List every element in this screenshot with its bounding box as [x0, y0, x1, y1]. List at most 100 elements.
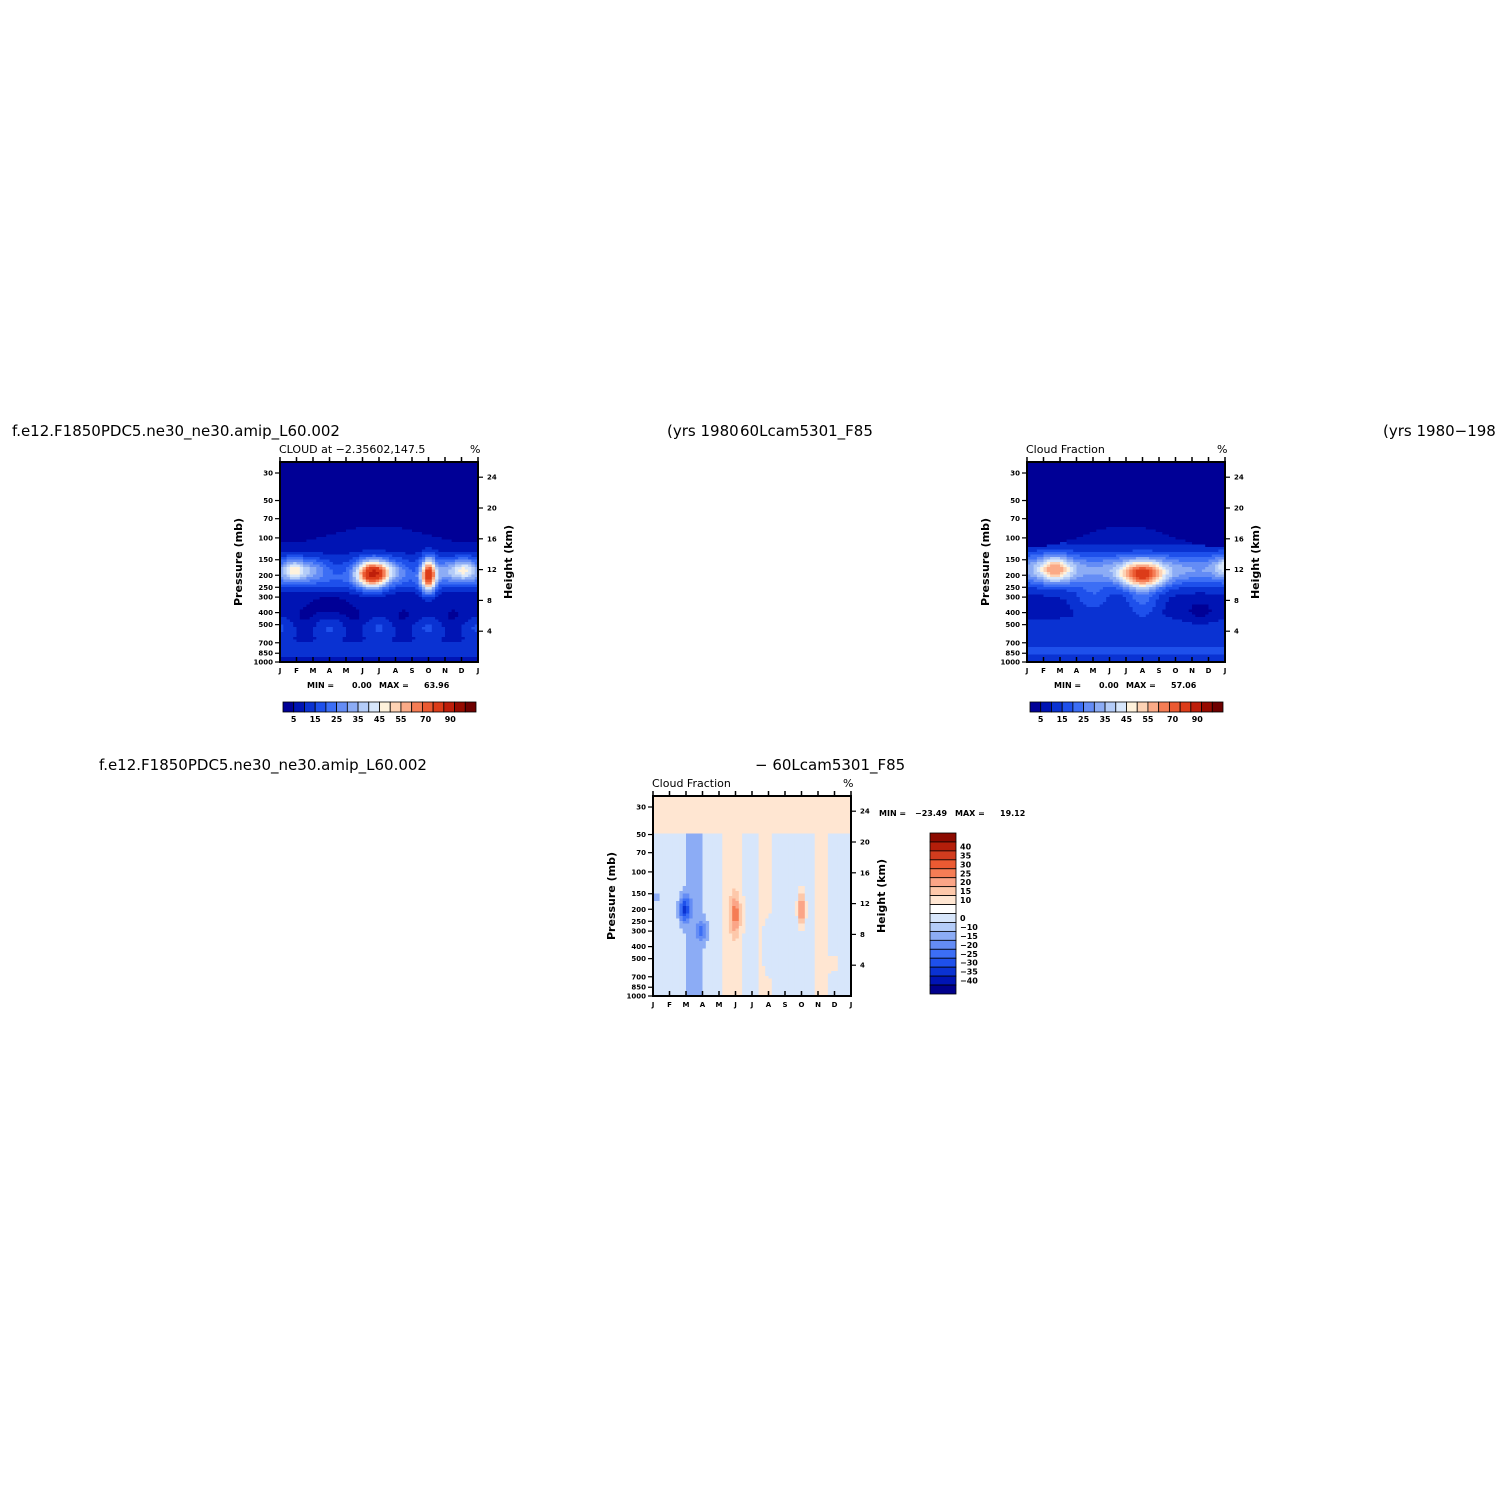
panel1-cell [352, 524, 357, 528]
panel1-cell [379, 567, 383, 571]
panel1-cell [454, 574, 459, 578]
panel1-cell [316, 544, 321, 548]
panel1-cell [375, 474, 380, 478]
panel1-cell [339, 494, 344, 498]
panel1-cell [280, 542, 284, 546]
panel1-cell [369, 564, 373, 568]
panel1-cell [349, 517, 354, 521]
panel1-cell [448, 572, 453, 576]
panel1-cell [438, 587, 443, 591]
panel1-cell [408, 472, 413, 476]
panel1-cell [329, 464, 334, 468]
panel1-cell [306, 532, 311, 536]
panel1-cell [392, 562, 397, 566]
panel1-cell [464, 492, 469, 496]
panel1-cell [441, 479, 446, 483]
panel1-cell [299, 472, 304, 476]
panel1-cell [421, 544, 426, 548]
panel1-cell [458, 589, 463, 593]
panel1-cell [369, 569, 373, 573]
panel1-cell [352, 487, 357, 491]
panel1-cell [431, 534, 436, 538]
panel1-cell [329, 479, 334, 483]
panel1-cell [293, 544, 298, 548]
panel1-cell [326, 527, 331, 531]
panel1-cell [412, 524, 416, 528]
panel1-cell [431, 477, 436, 481]
panel1-cell [372, 472, 377, 476]
panel1-cell [326, 579, 331, 583]
panel1-cell [346, 502, 350, 506]
panel1-cell [322, 557, 327, 561]
panel1-cell [375, 487, 380, 491]
panel1-cell [329, 534, 334, 538]
panel1-cell [382, 469, 387, 473]
panel1-cell [448, 487, 453, 491]
panel1-cell [398, 554, 403, 558]
panel1-cell [293, 497, 298, 501]
panel1-cell [299, 579, 304, 583]
panel1-cell [461, 499, 466, 503]
panel1-cell [415, 532, 420, 536]
panel1-cell [441, 482, 446, 486]
panel1-cell [375, 479, 380, 483]
panel1-cell [379, 577, 383, 581]
panel1-cell [313, 517, 317, 521]
panel1-cell [372, 554, 377, 558]
panel1-cell [352, 477, 357, 481]
panel1-cell [326, 489, 331, 493]
panel1-cell [441, 549, 446, 553]
panel1-y-tick-label: 400 [258, 609, 273, 617]
panel1-cell [296, 499, 301, 503]
panel1-cell [309, 574, 314, 578]
panel1-cell [375, 517, 380, 521]
panel1-cell [346, 484, 350, 488]
panel1-cell [316, 482, 321, 486]
panel1-cell [385, 519, 390, 523]
panel1-cell [293, 557, 298, 561]
panel1-colorbar-swatch [314, 701, 327, 713]
panel1-cell [369, 462, 373, 466]
panel1-cell [431, 569, 436, 573]
panel1-cell [365, 579, 370, 583]
panel1-cell [415, 487, 420, 491]
panel1-cell [418, 539, 423, 543]
panel1-cell [296, 544, 301, 548]
panel1-cell [316, 492, 321, 496]
panel1-cell [359, 464, 364, 468]
panel1-cell [471, 559, 476, 563]
panel1-cell [435, 542, 439, 546]
panel1-cell [441, 529, 446, 533]
panel1-cell [408, 467, 413, 471]
panel1-cell [332, 507, 337, 511]
panel1-cell [458, 484, 463, 488]
panel1-cell [365, 462, 370, 466]
panel1-cell [329, 514, 334, 518]
panel3-max-label: MAX = [955, 809, 985, 818]
panel1-cell [405, 529, 410, 533]
panel1-cell [296, 549, 301, 553]
panel1-cell [316, 547, 321, 551]
panel1-cell [313, 547, 317, 551]
panel1-cell [322, 484, 327, 488]
panel1-cell [464, 472, 469, 476]
panel1-cell [309, 502, 314, 506]
panel1-cell [289, 572, 294, 576]
panel1-cell [395, 489, 400, 493]
panel1-cell [412, 472, 416, 476]
panel1-cell [461, 487, 466, 491]
panel1-cell [435, 589, 439, 593]
panel1-cell [296, 487, 301, 491]
panel1-cell [385, 537, 390, 541]
panel1-cell [468, 539, 472, 543]
panel1-cell [280, 472, 284, 476]
panel1-cell [428, 507, 433, 511]
panel1-cell [286, 487, 291, 491]
panel1-cell [461, 529, 466, 533]
panel1-cell [431, 547, 436, 551]
panel1-cell [388, 524, 393, 528]
panel1-cell [336, 589, 340, 593]
panel1-cell [372, 479, 377, 483]
panel1-cell [445, 507, 449, 511]
panel1-cell [435, 519, 439, 523]
